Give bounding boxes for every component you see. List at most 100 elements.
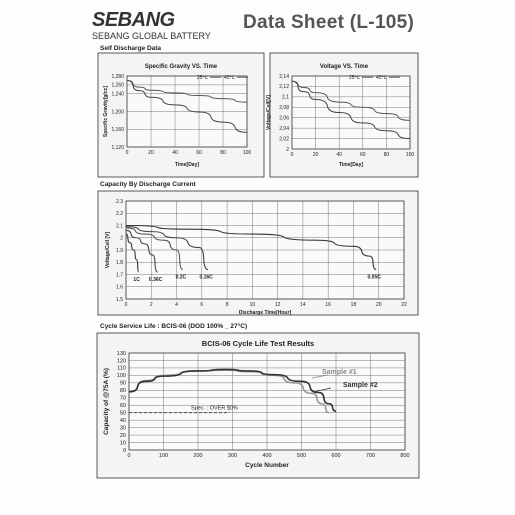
x-tick-label: 20 [376, 302, 382, 308]
series-line [128, 368, 337, 412]
x-tick-label: 8 [226, 302, 229, 308]
y-tick-label: 50 [120, 410, 126, 416]
logo-subtitle: SEBANG GLOBAL BATTERY [92, 31, 211, 41]
plot-area [291, 75, 411, 150]
series-line [291, 80, 411, 140]
document-title: Data Sheet (L-105) [243, 12, 415, 33]
x-tick-label: 40 [336, 152, 342, 158]
series-line [125, 229, 158, 273]
x-tick-label: 700 [366, 453, 375, 459]
x-tick-label: 100 [159, 453, 168, 459]
legend-entry: 25℃ [197, 75, 209, 81]
series-end-label: 0.05C [368, 275, 382, 281]
x-tick-label: 22 [401, 302, 407, 308]
y-tick-label: 130 [117, 351, 126, 357]
y-tick-label: 120 [117, 358, 126, 364]
series-line [125, 226, 209, 271]
logo-wordmark: SEBANG [92, 9, 175, 31]
y-tick-label: 80 [120, 388, 126, 394]
x-tick-label: 6 [200, 302, 203, 308]
x-tick-label: 10 [250, 302, 256, 308]
y-tick-label: 90 [120, 381, 126, 387]
x-tick-label: 80 [384, 152, 390, 158]
x-axis-title: Discharge Time[Hour] [239, 310, 291, 316]
x-tick-label: 0 [127, 453, 130, 459]
y-tick-label: 2,12 [279, 84, 289, 90]
x-tick-label: 60 [196, 150, 202, 156]
y-tick-label: 1,240 [111, 92, 124, 98]
x-tick-label: 18 [351, 302, 357, 308]
series-label: Sample #1 [322, 369, 357, 376]
x-tick-label: 0 [126, 150, 129, 156]
x-tick-label: 800 [400, 453, 409, 459]
series-line [125, 233, 139, 273]
spec-annotation: Spec. : OVER 50% [191, 406, 238, 412]
series-label: Sample #2 [343, 382, 378, 389]
x-tick-label: 20 [313, 152, 319, 158]
y-tick-label: 1.9 [116, 248, 123, 254]
series-line [126, 79, 248, 133]
y-tick-label: 2.2 [116, 211, 123, 217]
section-self-discharge: Self Discharge Data [100, 45, 162, 52]
y-tick-label: 10 [120, 440, 126, 446]
y-tick-label: 2,1 [282, 95, 289, 101]
legend-entry: 40℃ [224, 75, 236, 81]
y-tick-label: 100 [117, 373, 126, 379]
y-tick-label: 60 [120, 403, 126, 409]
y-tick-label: 1,200 [111, 109, 124, 115]
y-axis-title: Voltage/Cell [V] [105, 232, 111, 269]
series-pointer [312, 387, 332, 393]
x-tick-label: 500 [297, 453, 306, 459]
y-tick-label: 30 [120, 425, 126, 431]
y-axis-title: Voltage/Cell[V] [266, 95, 272, 130]
x-tick-label: 100 [406, 152, 415, 158]
y-tick-label: 2,08 [279, 105, 289, 111]
chart-3: 1.5 1.6 1.7 1.8 1.9 2 2.1 2.2 2.3 0 2 4 6 8 10 12 14 16 18… [97, 190, 419, 316]
y-tick-label: 2 [286, 147, 289, 153]
y-tick-label: 70 [120, 396, 126, 402]
x-tick-label: 400 [262, 453, 271, 459]
x-tick-label: 300 [228, 453, 237, 459]
y-axis-title: Capacity of @75A (%) [103, 368, 110, 435]
x-tick-label: 200 [193, 453, 202, 459]
y-tick-label: 1,260 [111, 83, 124, 89]
chart-1: 1,120 1,160 1,200 1,240 1,260 1,280 0 20 40 60 80 1… [97, 52, 265, 178]
legend-entry: 25℃ [349, 75, 361, 81]
x-tick-label: 0 [125, 302, 128, 308]
y-tick-label: 2,04 [279, 126, 289, 132]
y-tick-label: 2 [120, 236, 123, 242]
y-axis-title: Specific Gravity[g/cc] [103, 86, 109, 137]
y-tick-label: 2,02 [279, 136, 289, 142]
y-tick-label: 1.5 [116, 297, 123, 303]
x-tick-label: 4 [175, 302, 178, 308]
y-tick-label: 0 [123, 448, 126, 454]
x-axis-title: Time[Day] [339, 162, 363, 168]
x-axis-title: Time[Day] [175, 162, 199, 168]
y-tick-label: 2,06 [279, 116, 289, 122]
x-tick-label: 0 [291, 152, 294, 158]
y-tick-label: 2.1 [116, 223, 123, 229]
x-tick-label: 14 [300, 302, 306, 308]
x-tick-label: 16 [325, 302, 331, 308]
chart-title: Specific Gravity VS. Time [145, 64, 218, 70]
x-tick-label: 80 [220, 150, 226, 156]
y-tick-label: 40 [120, 418, 126, 424]
x-tick-label: 40 [172, 150, 178, 156]
y-tick-label: 2,14 [279, 74, 289, 80]
chart-title: BCIS-06 Cycle Life Test Results [202, 339, 314, 348]
legend-entry: 40℃ [376, 75, 388, 81]
y-tick-label: 2.3 [116, 199, 123, 205]
x-axis-title: Cycle Number [245, 462, 289, 469]
x-tick-label: 2 [150, 302, 153, 308]
series-end-label: 1C [133, 277, 140, 283]
series-end-label: 0.36C [149, 277, 163, 283]
section-cycle-life: Cycle Service Life : BCIS-06 (DOD 100% _… [100, 323, 248, 330]
x-tick-label: 100 [243, 150, 252, 156]
x-tick-label: 20 [148, 150, 154, 156]
y-tick-label: 20 [120, 433, 126, 439]
series-end-label: 0.16C [199, 275, 213, 281]
y-tick-label: 1,120 [111, 145, 124, 151]
